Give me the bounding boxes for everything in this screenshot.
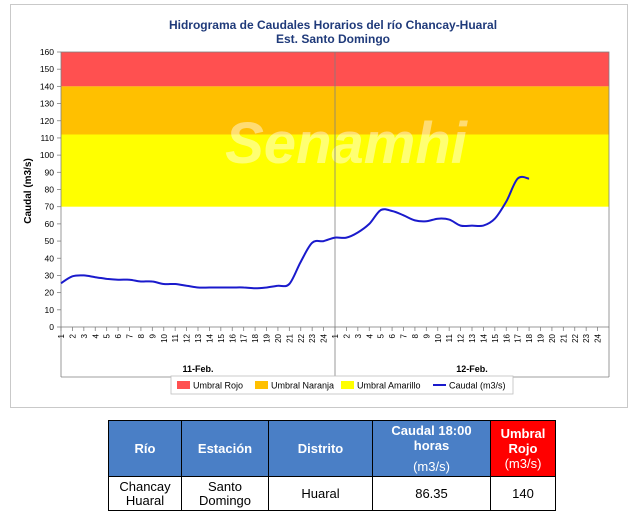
x-tick-label-9: 10 <box>160 333 169 342</box>
x-tick-labels: 1 2 3 4 5 6 7 8 9 10 11 12 13 14 15 16 17 18 19 20 21 22 23 24 1… <box>57 327 603 343</box>
x-tick-label-7: 8 <box>137 333 146 338</box>
cell-rio: Chancay Huaral <box>108 476 182 511</box>
chart-frame: Hidrograma de Caudales Horarios del río … <box>10 4 628 408</box>
cell-caudal: 86.35 <box>372 476 491 511</box>
legend-label-1: Umbral Naranja <box>271 381 334 391</box>
y-tick-label-7: 70 <box>45 202 55 212</box>
x-tick-label-18: 19 <box>263 333 272 342</box>
y-tick-label-9: 90 <box>45 167 55 177</box>
x-tick-label-29: 6 <box>388 333 397 338</box>
series-line-caudal <box>60 175 530 290</box>
x-tick-label-22: 23 <box>308 333 317 342</box>
x-tick-label-30: 7 <box>400 333 409 338</box>
x-tick-label-21: 22 <box>297 333 306 342</box>
x-tick-label-5: 6 <box>114 333 123 338</box>
legend-label-0: Umbral Rojo <box>193 381 243 391</box>
legend-swatch-1 <box>255 381 268 389</box>
x-tick-label-44: 21 <box>559 333 568 342</box>
day-labels: 11-Feb. 12-Feb. <box>182 364 487 374</box>
chart-subtitle: Est. Santo Domingo <box>276 32 390 46</box>
x-tick-label-33: 10 <box>434 333 443 342</box>
x-tick-label-11: 12 <box>183 333 192 342</box>
y-tick-label-11: 110 <box>40 133 54 143</box>
x-tick-label-36: 13 <box>468 333 477 342</box>
cell-estacion: Santo Domingo <box>181 476 269 511</box>
x-tick-label-13: 14 <box>205 333 214 342</box>
table-row: Chancay Huaral Santo Domingo Huaral 86.35 … <box>108 476 556 511</box>
table-header-row: Río Estación Distrito Caudal 18:00 horas… <box>108 420 556 477</box>
x-tick-label-10: 11 <box>171 333 180 342</box>
y-tick-label-1: 10 <box>45 305 55 315</box>
x-tick-label-25: 2 <box>342 333 351 338</box>
x-tick-label-19: 20 <box>274 333 283 342</box>
legend-swatch-2 <box>341 381 354 389</box>
y-tick-label-13: 130 <box>40 99 54 109</box>
x-tick-label-41: 18 <box>525 333 534 342</box>
x-tick-label-3: 4 <box>91 333 100 338</box>
cell-distrito: Huaral <box>268 476 373 511</box>
hydrograph-chart: Hidrograma de Caudales Horarios del río … <box>23 18 610 395</box>
y-tick-label-5: 50 <box>45 236 55 246</box>
legend-label-2: Umbral Amarillo <box>357 381 421 391</box>
y-tick-label-0: 0 <box>49 322 54 332</box>
x-tick-label-39: 16 <box>502 333 511 342</box>
x-tick-label-15: 16 <box>228 333 237 342</box>
chart-title: Hidrograma de Caudales Horarios del río … <box>169 18 497 32</box>
y-tick-label-10: 100 <box>40 150 54 160</box>
y-tick-label-3: 30 <box>45 270 55 280</box>
y-tick-label-12: 120 <box>40 116 54 126</box>
header-umbral-rojo: Umbral Rojo (m3/s) <box>490 420 556 477</box>
x-tick-label-8: 9 <box>148 333 157 338</box>
x-tick-label-17: 18 <box>251 333 260 342</box>
x-tick-label-31: 8 <box>411 333 420 338</box>
y-tick-label-8: 80 <box>45 185 55 195</box>
y-axis-label: Caudal (m3/s) <box>23 158 34 224</box>
x-tick-label-2: 3 <box>80 333 89 338</box>
y-tick-label-2: 20 <box>45 288 55 298</box>
watermark: Senamhi <box>225 111 469 176</box>
x-tick-label-45: 22 <box>571 333 580 342</box>
x-tick-label-34: 11 <box>445 333 454 342</box>
x-tick-label-14: 15 <box>217 333 226 342</box>
header-caudal: Caudal 18:00 horas (m3/s) <box>372 420 491 477</box>
x-tick-label-46: 23 <box>582 333 591 342</box>
legend: Umbral Rojo Umbral Naranja Umbral Amarillo… <box>170 375 514 395</box>
x-tick-label-12: 13 <box>194 333 203 342</box>
x-tick-label-32: 9 <box>422 333 431 338</box>
x-tick-label-35: 12 <box>457 333 466 342</box>
day-label-0: 11-Feb. <box>182 364 213 374</box>
cell-umbral: 140 <box>490 476 556 511</box>
header-estacion: Estación <box>181 420 269 477</box>
legend-label-3: Caudal (m3/s) <box>449 381 506 391</box>
x-tick-label-43: 20 <box>548 333 557 342</box>
x-tick-label-20: 21 <box>285 333 294 342</box>
x-tick-label-0: 1 <box>57 333 66 338</box>
y-tick-label-16: 160 <box>40 47 54 57</box>
y-tick-label-6: 60 <box>45 219 55 229</box>
legend-swatch-0 <box>177 381 190 389</box>
x-tick-label-38: 15 <box>491 333 500 342</box>
x-tick-label-40: 17 <box>514 333 523 342</box>
x-tick-label-37: 14 <box>479 333 488 342</box>
x-tick-label-16: 17 <box>240 333 249 342</box>
header-distrito: Distrito <box>268 420 373 477</box>
x-tick-label-1: 2 <box>68 333 77 338</box>
x-tick-label-23: 24 <box>320 333 329 342</box>
x-tick-label-42: 19 <box>537 333 546 342</box>
x-tick-label-27: 4 <box>365 333 374 338</box>
x-tick-label-6: 7 <box>126 333 135 338</box>
summary-table: Río Estación Distrito Caudal 18:00 horas… <box>108 420 556 511</box>
y-tick-label-15: 150 <box>40 64 54 74</box>
x-tick-label-47: 24 <box>594 333 603 342</box>
y-tick-label-14: 140 <box>40 81 54 91</box>
x-tick-label-28: 5 <box>377 333 386 338</box>
y-tick-labels: 0 10 20 30 40 50 60 70 80 90 100 110 120 130 140 150 160 <box>40 47 61 332</box>
y-tick-label-4: 40 <box>45 253 55 263</box>
x-tick-label-24: 1 <box>331 333 340 338</box>
x-tick-label-26: 3 <box>354 333 363 338</box>
day-label-1: 12-Feb. <box>456 364 488 374</box>
series-layer <box>60 175 530 290</box>
header-rio: Río <box>108 420 182 477</box>
x-tick-label-4: 5 <box>103 333 112 338</box>
